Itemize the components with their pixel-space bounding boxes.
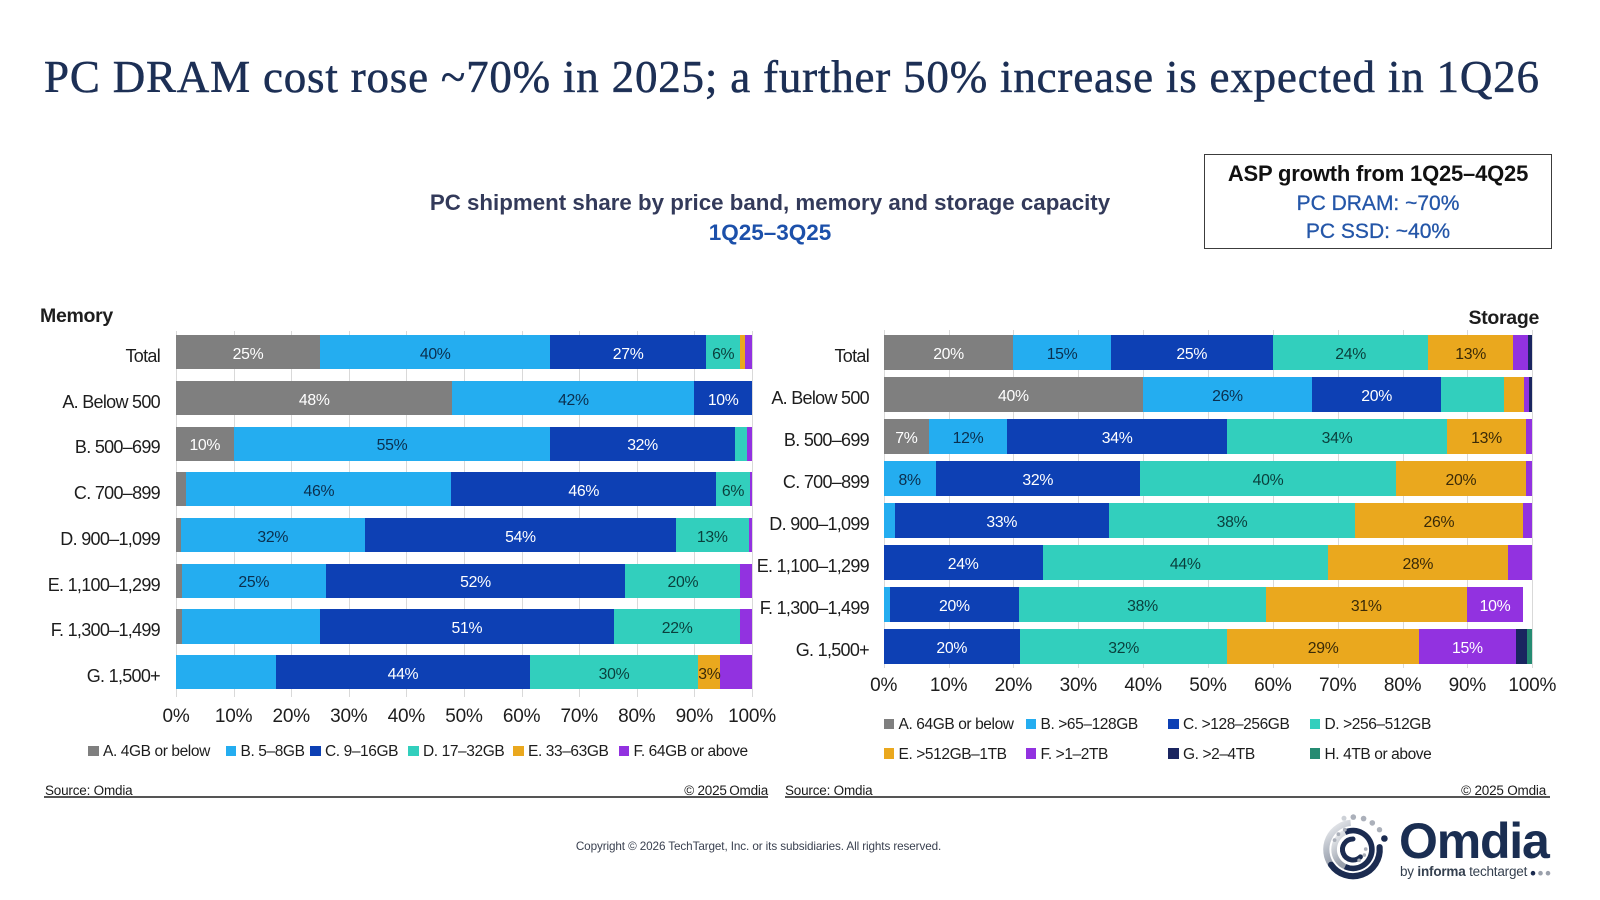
svg-text:by informa techtarget: by informa techtarget	[1400, 864, 1528, 879]
svg-text:Omdia: Omdia	[1399, 813, 1551, 869]
